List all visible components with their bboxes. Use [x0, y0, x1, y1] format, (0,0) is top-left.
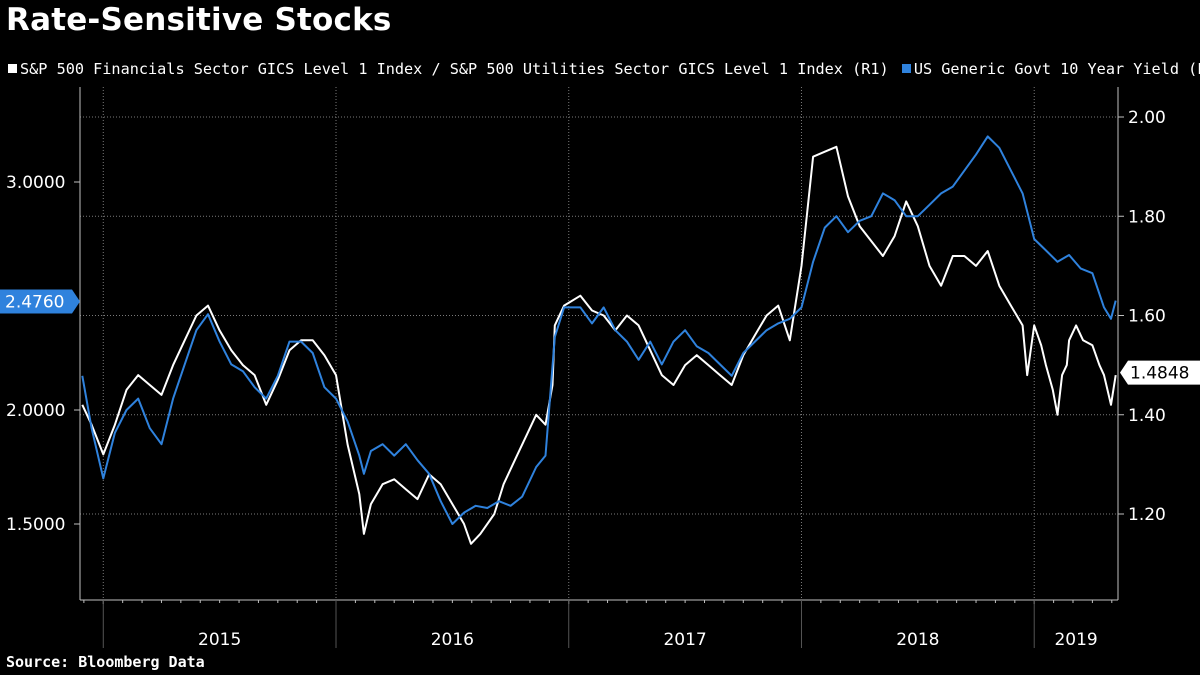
legend: S&P 500 Financials Sector GICS Level 1 I…	[8, 60, 1200, 78]
year-label: 2015	[198, 630, 241, 650]
last-value-badge-ratio	[1120, 360, 1200, 385]
axes	[74, 87, 1124, 648]
legend-label-ratio: S&P 500 Financials Sector GICS Level 1 I…	[20, 60, 889, 78]
right-tick-label: 2.00	[1128, 108, 1166, 128]
last-value-badge-yield	[0, 289, 80, 314]
right-tick-label: 1.80	[1128, 207, 1166, 227]
year-label: 2018	[896, 630, 939, 650]
legend-item-ratio: S&P 500 Financials Sector GICS Level 1 I…	[8, 60, 898, 78]
year-label: 2019	[1054, 630, 1097, 650]
series-line-yield	[81, 135, 1117, 525]
legend-swatch-ratio	[8, 64, 17, 73]
right-tick-label: 1.20	[1128, 505, 1166, 525]
series-line-ratio	[81, 145, 1117, 545]
source-note: Source: Bloomberg Data	[6, 653, 205, 671]
gridlines	[80, 87, 1118, 600]
axis-labels: 1.5000 2.0000 3.0000 1.20 1.40 1.60 1.80 2.00 20…	[0, 108, 1200, 650]
legend-swatch-yield	[901, 64, 911, 73]
chart-title: Rate-Sensitive Stocks	[6, 2, 392, 38]
series-lines	[81, 135, 1117, 545]
right-tick-label: 1.60	[1128, 307, 1166, 327]
right-tick-label: 1.40	[1128, 406, 1166, 426]
left-tick-label: 1.5000	[6, 515, 65, 535]
last-value-label-ratio: 1.4848	[1130, 364, 1189, 384]
year-label: 2016	[431, 630, 474, 650]
legend-item-yield: US Generic Govt 10 Year Yield (L1)	[901, 60, 1200, 78]
last-value-label-yield: 2.4760	[5, 292, 64, 312]
legend-label-yield: US Generic Govt 10 Year Yield (L1)	[913, 60, 1200, 78]
left-tick-label: 2.0000	[6, 401, 65, 421]
left-tick-label: 3.0000	[6, 173, 65, 193]
year-label: 2017	[663, 630, 706, 650]
